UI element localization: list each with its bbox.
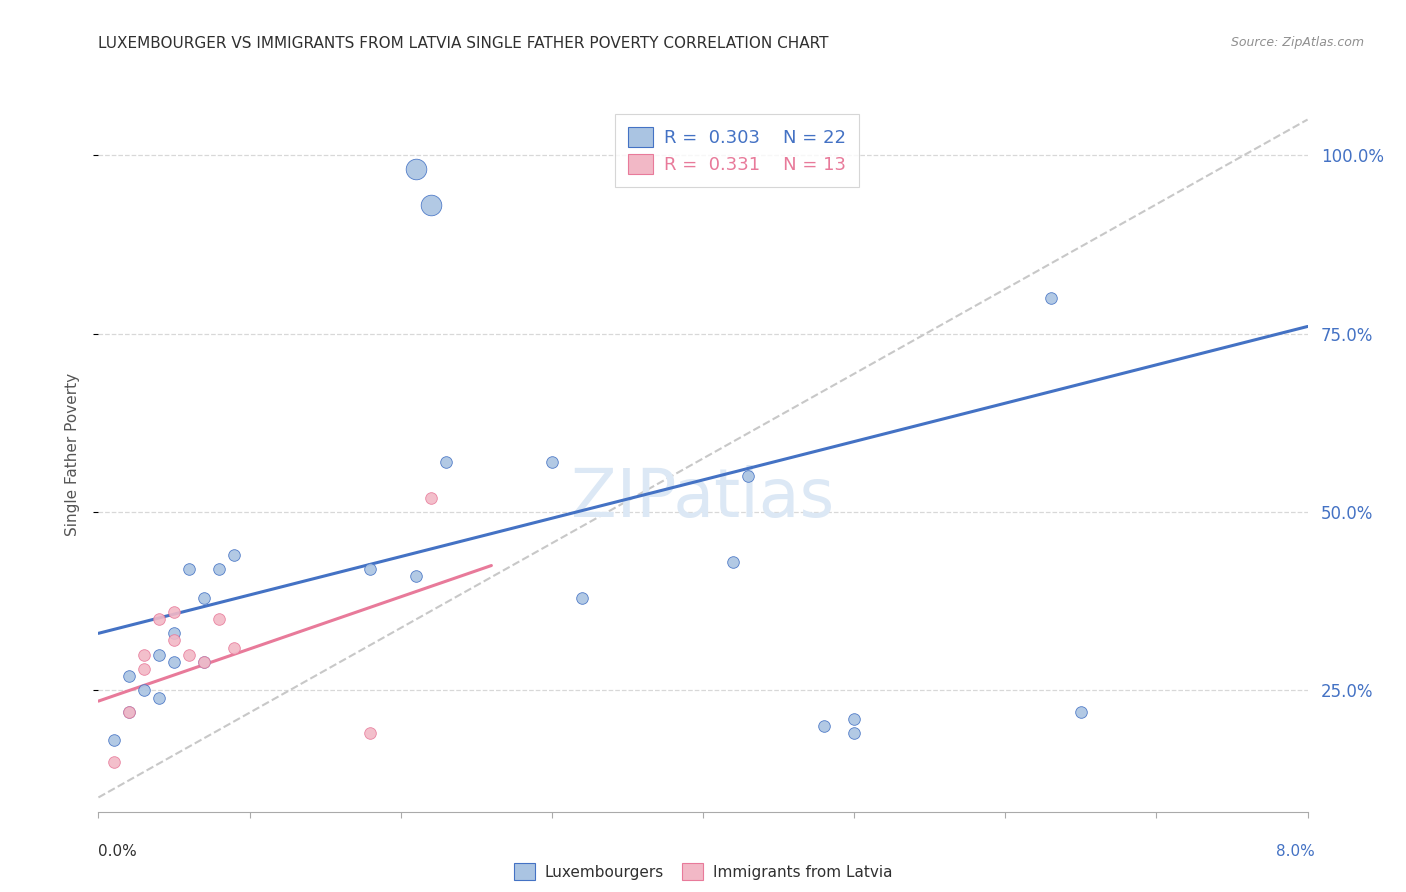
Point bbox=[163, 605, 186, 619]
Legend: Luxembourgers, Immigrants from Latvia: Luxembourgers, Immigrants from Latvia bbox=[508, 857, 898, 886]
Point bbox=[118, 705, 141, 719]
Point bbox=[224, 548, 246, 562]
Point bbox=[132, 683, 155, 698]
Point bbox=[193, 655, 215, 669]
Point bbox=[118, 705, 141, 719]
Point bbox=[132, 662, 155, 676]
Point bbox=[844, 712, 866, 726]
Point bbox=[163, 655, 186, 669]
Point bbox=[813, 719, 835, 733]
Text: ZIPatlas: ZIPatlas bbox=[571, 465, 835, 531]
Text: Source: ZipAtlas.com: Source: ZipAtlas.com bbox=[1230, 36, 1364, 49]
Point bbox=[103, 755, 125, 769]
Point bbox=[420, 198, 443, 212]
Point bbox=[360, 562, 382, 576]
Point bbox=[1039, 291, 1062, 305]
Point bbox=[193, 591, 215, 605]
Point bbox=[132, 648, 155, 662]
Point bbox=[163, 626, 186, 640]
Text: 0.0%: 0.0% bbox=[98, 845, 138, 859]
Point bbox=[193, 655, 215, 669]
Point bbox=[103, 733, 125, 747]
Point bbox=[405, 569, 427, 583]
Point bbox=[224, 640, 246, 655]
Point bbox=[360, 726, 382, 740]
Point bbox=[179, 562, 201, 576]
Point bbox=[148, 612, 170, 626]
Point bbox=[420, 491, 443, 505]
Point bbox=[163, 633, 186, 648]
Text: LUXEMBOURGER VS IMMIGRANTS FROM LATVIA SINGLE FATHER POVERTY CORRELATION CHART: LUXEMBOURGER VS IMMIGRANTS FROM LATVIA S… bbox=[98, 36, 830, 51]
Y-axis label: Single Father Poverty: Single Father Poverty bbox=[65, 374, 80, 536]
Point bbox=[148, 690, 170, 705]
Point bbox=[179, 648, 201, 662]
Point bbox=[434, 455, 457, 469]
Point bbox=[208, 612, 231, 626]
Point bbox=[541, 455, 564, 469]
Point bbox=[1070, 705, 1092, 719]
Point bbox=[737, 469, 759, 483]
Point bbox=[148, 648, 170, 662]
Point bbox=[208, 562, 231, 576]
Point bbox=[405, 162, 427, 177]
Point bbox=[118, 669, 141, 683]
Point bbox=[844, 726, 866, 740]
Point bbox=[571, 591, 593, 605]
Text: 8.0%: 8.0% bbox=[1275, 845, 1315, 859]
Point bbox=[723, 555, 745, 569]
